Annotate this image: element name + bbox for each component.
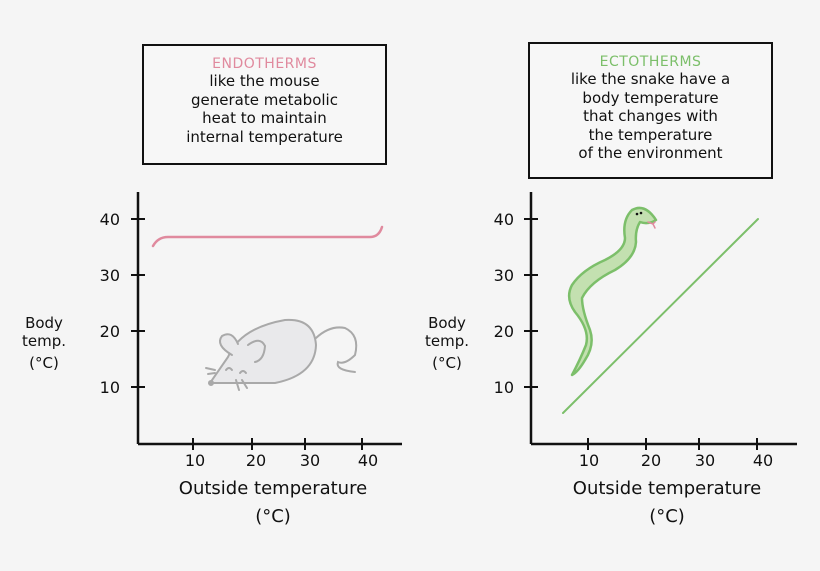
y-tick-label: 10 [494, 378, 514, 397]
y-tick-label: 30 [100, 266, 120, 285]
ectotherms-caption-line: that changes with [583, 107, 718, 125]
y-axis-label-line: temp. [22, 332, 66, 350]
endotherms-caption-line: like the mouse [209, 72, 320, 90]
x-axis-unit: (°C) [649, 506, 685, 527]
mouse-icon [205, 318, 358, 391]
x-tick-label: 30 [300, 451, 320, 470]
y-axis-label-line: temp. [425, 332, 469, 350]
y-axis-label-line: Body [25, 314, 63, 332]
y-tick-label: 40 [494, 210, 514, 229]
x-tick-label: 20 [641, 451, 661, 470]
y-axis-label-line: (°C) [29, 354, 59, 372]
y-axis-label-line: (°C) [432, 354, 462, 372]
y-tick-label: 20 [494, 322, 514, 341]
ectotherms-title: ECTOTHERMS [599, 54, 702, 70]
ectotherms-caption-line: like the snake have a [570, 70, 731, 88]
y-tick-label: 40 [100, 210, 120, 229]
endotherms-caption-line: generate metabolic [191, 90, 338, 109]
x-axis-label: Outside temperature [573, 478, 761, 499]
x-axis-unit: (°C) [255, 506, 291, 527]
endotherms-caption-line: internal temperature [186, 127, 343, 146]
x-axis-label: Outside temperature [179, 478, 367, 499]
ectotherms-caption-box: ECTOTHERMS like the snake have a body te… [528, 42, 773, 179]
endotherm-data-line [151, 225, 384, 248]
x-tick-label: 30 [695, 451, 715, 470]
x-tick-label: 40 [358, 451, 378, 470]
y-tick-label: 20 [100, 322, 120, 341]
x-tick-label: 40 [753, 451, 773, 470]
x-tick-label: 10 [185, 451, 205, 470]
endotherms-chart: 40 30 20 10 10 20 30 40 Body temp. (°C) … [22, 192, 402, 527]
ectotherm-data-line [562, 218, 759, 414]
endotherms-caption-line: heat to maintain [202, 109, 327, 127]
x-tick-label: 20 [246, 451, 266, 470]
ectotherms-caption-line: the temperature [588, 125, 713, 144]
y-tick-label: 10 [100, 378, 120, 397]
ectotherms-caption-line: of the environment [578, 144, 723, 162]
y-axis-label-line: Body [428, 314, 466, 332]
endotherms-caption-box: ENDOTHERMS like the mouse generate metab… [142, 44, 387, 165]
x-tick-label: 10 [579, 451, 599, 470]
endotherms-title: ENDOTHERMS [212, 56, 317, 72]
ectotherms-caption-line: body temperature [582, 88, 719, 107]
ectotherms-chart: 40 30 20 10 10 20 30 40 Body temp. (°C) … [425, 192, 797, 527]
snake-tongue-icon [647, 221, 656, 229]
snake-icon [567, 206, 658, 377]
y-tick-label: 30 [494, 266, 514, 285]
